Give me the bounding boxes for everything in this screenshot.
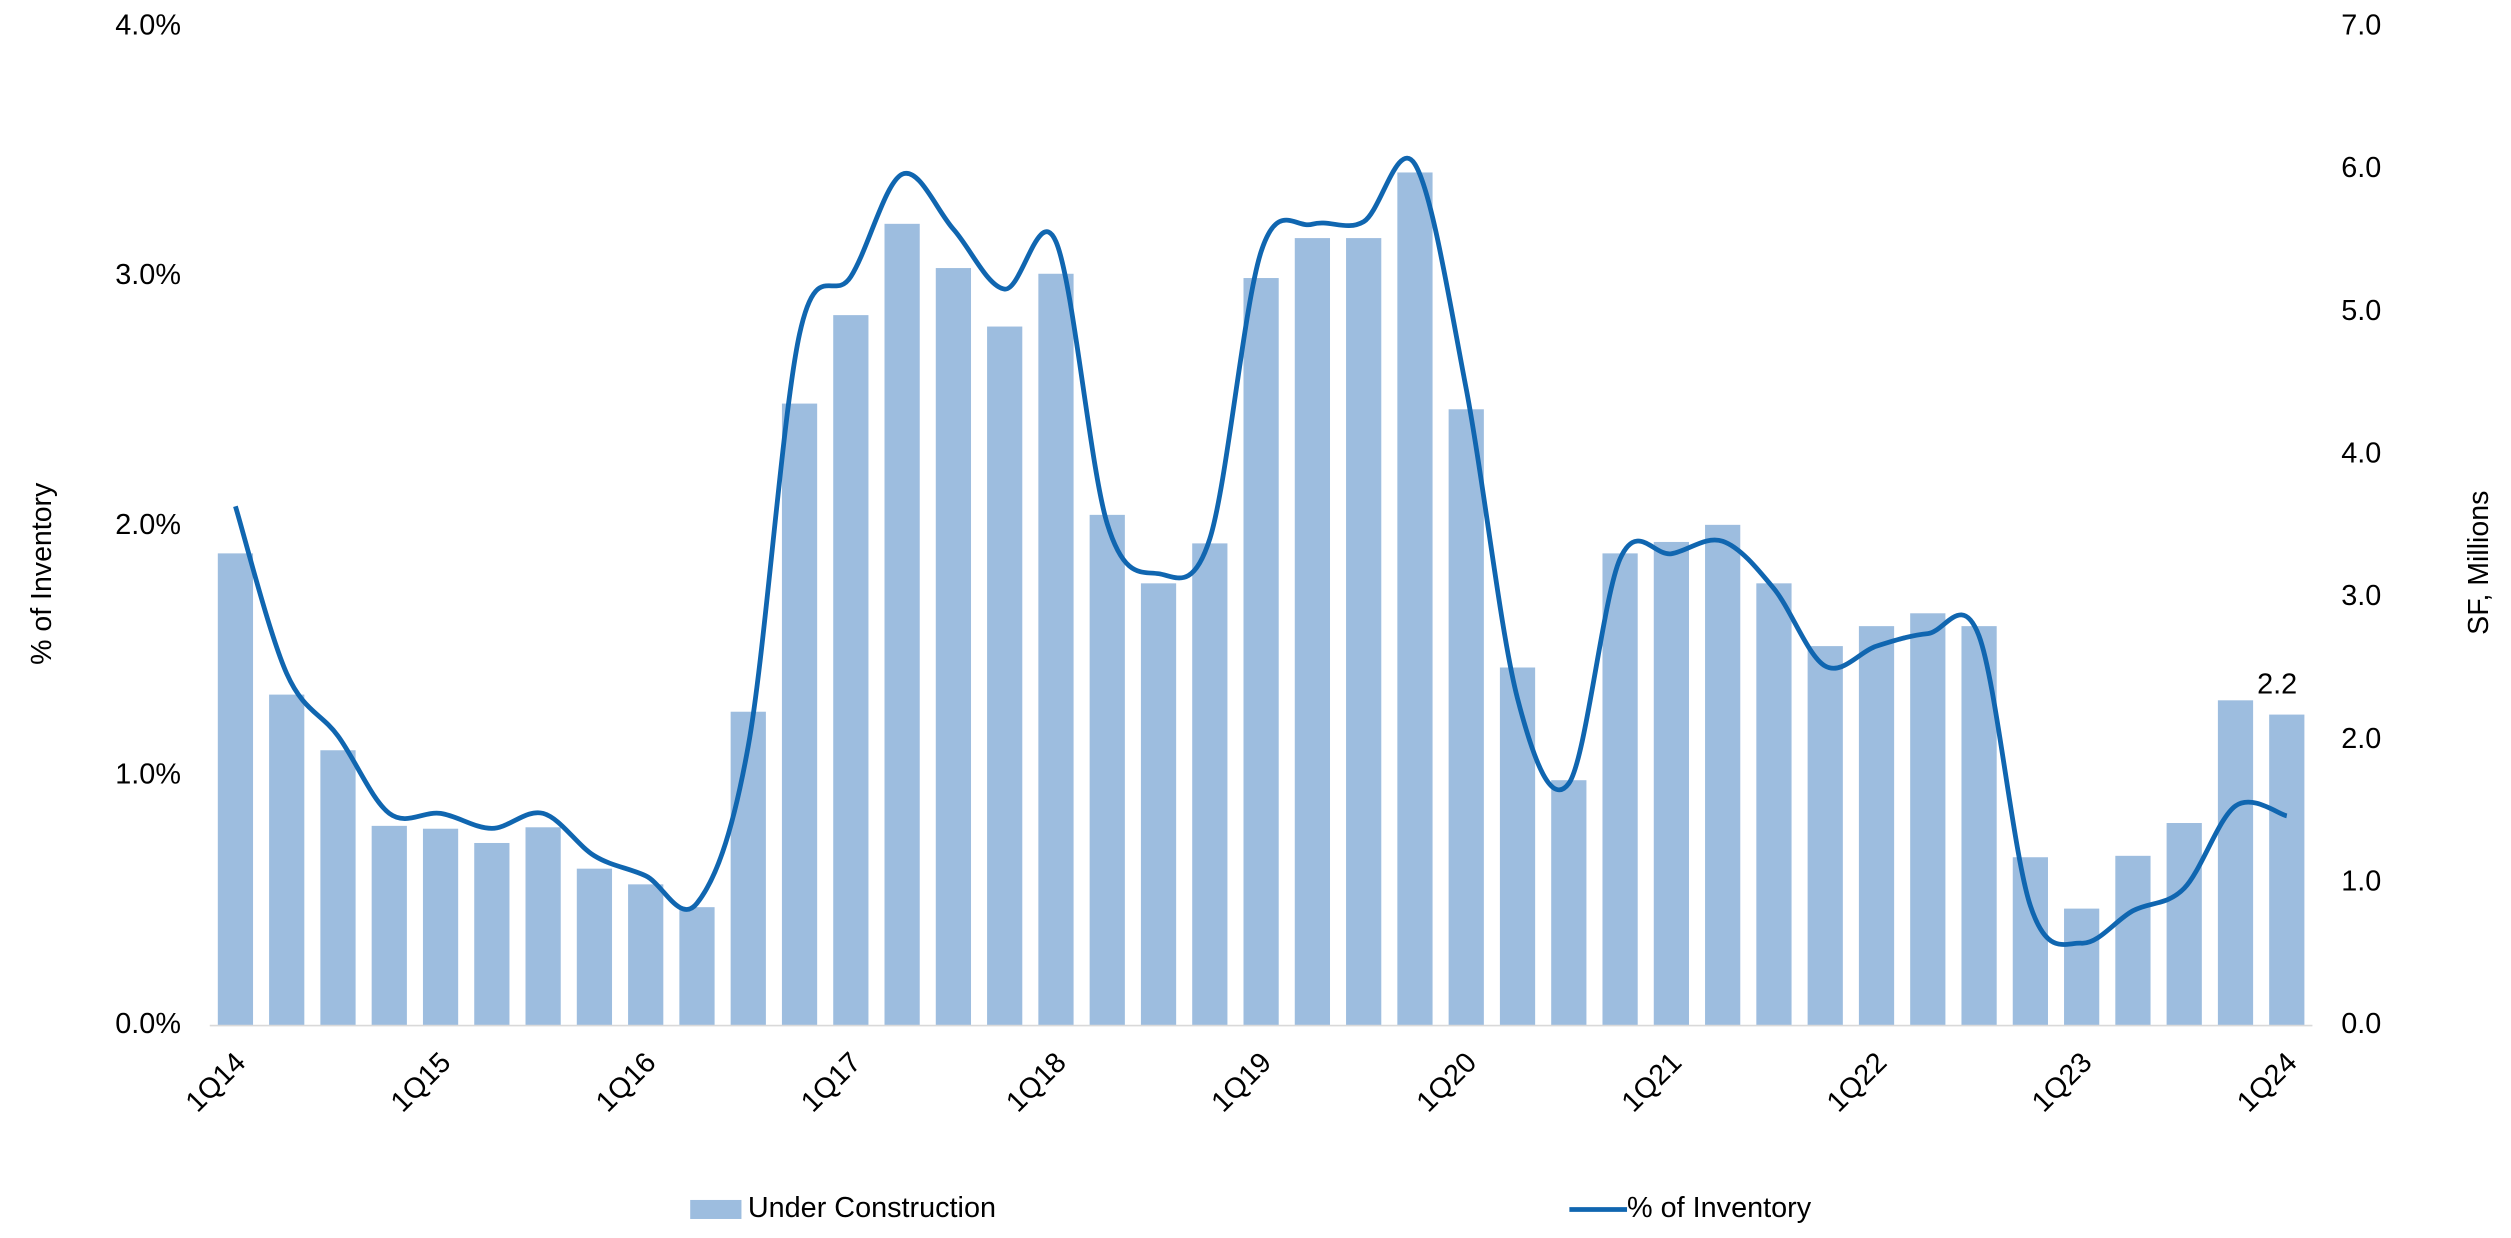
bar xyxy=(1858,626,1895,1026)
line xyxy=(233,155,2288,947)
bar xyxy=(833,315,869,1026)
bar xyxy=(2012,857,2048,1026)
bar xyxy=(1192,543,1228,1026)
bar xyxy=(2115,855,2151,1026)
y2-axis-title: SF, Millions xyxy=(2463,491,2495,635)
bar xyxy=(1397,172,1433,1026)
bar xyxy=(576,868,613,1026)
x-tick-label: 1Q18 xyxy=(1000,1047,1073,1119)
y2-tick-label: 0.0 xyxy=(2341,1008,2381,1040)
y-tick-label: 0.0% xyxy=(115,1008,181,1040)
bar xyxy=(1140,583,1177,1026)
bar xyxy=(1038,273,1074,1026)
y-tick-label: 4.0% xyxy=(115,10,181,42)
y2-tick-label: 2.0 xyxy=(2341,723,2381,755)
y-axis-title: % of Inventory xyxy=(26,482,58,665)
x-tick-label: 1Q17 xyxy=(795,1047,868,1119)
bar xyxy=(1807,646,1843,1026)
bar xyxy=(2269,714,2305,1026)
bar xyxy=(628,884,664,1026)
bar xyxy=(1910,613,1946,1026)
bar xyxy=(525,827,561,1026)
bar xyxy=(1346,238,1382,1026)
bar xyxy=(935,268,972,1026)
legend-label: % of Inventory xyxy=(1627,1192,1812,1224)
bar xyxy=(679,907,715,1026)
bar xyxy=(987,326,1023,1026)
x-tick-label: 1Q19 xyxy=(1205,1047,1278,1119)
y2-tick-label: 7.0 xyxy=(2341,10,2381,42)
bar xyxy=(1499,667,1536,1026)
y-tick-label: 2.0% xyxy=(115,509,181,541)
x-tick-label: 1Q14 xyxy=(180,1047,253,1119)
y2-tick-label: 6.0 xyxy=(2341,152,2381,184)
y-tick-label: 1.0% xyxy=(115,759,181,791)
legend-swatch xyxy=(690,1199,742,1219)
bar xyxy=(1705,524,1741,1026)
x-tick-label: 1Q15 xyxy=(385,1047,458,1119)
bar xyxy=(730,711,766,1026)
bar xyxy=(1756,583,1792,1026)
bar xyxy=(269,694,305,1026)
x-tick-label: 1Q22 xyxy=(1821,1047,1894,1119)
x-tick-label: 1Q20 xyxy=(1410,1047,1483,1119)
x-tick-label: 1Q16 xyxy=(590,1047,663,1119)
bar xyxy=(1089,514,1125,1026)
bar xyxy=(1448,409,1484,1026)
bar xyxy=(2217,700,2254,1026)
bar xyxy=(781,403,818,1026)
data-label: 2.2 xyxy=(2257,669,2297,701)
y2-tick-label: 3.0 xyxy=(2341,580,2381,612)
bar xyxy=(1243,278,1279,1026)
x-tick-label: 1Q21 xyxy=(1616,1047,1689,1119)
bar xyxy=(1602,553,1638,1026)
bar xyxy=(474,842,510,1026)
bar xyxy=(1551,780,1587,1026)
bar xyxy=(422,828,459,1026)
bar xyxy=(320,750,356,1026)
bar xyxy=(1653,541,1689,1026)
bar xyxy=(371,825,407,1026)
bar xyxy=(1294,238,1331,1026)
legend-label: Under Construction xyxy=(748,1192,996,1224)
bar xyxy=(217,553,254,1026)
bar xyxy=(2064,908,2100,1026)
x-tick-label: 1Q24 xyxy=(2231,1047,2304,1119)
y-tick-label: 3.0% xyxy=(115,259,181,291)
y2-tick-label: 5.0 xyxy=(2341,295,2381,327)
bar xyxy=(2166,823,2202,1026)
bar xyxy=(884,223,920,1026)
y2-tick-label: 1.0 xyxy=(2341,866,2381,898)
x-tick-label: 1Q23 xyxy=(2026,1047,2099,1119)
y2-tick-label: 4.0 xyxy=(2341,438,2381,470)
